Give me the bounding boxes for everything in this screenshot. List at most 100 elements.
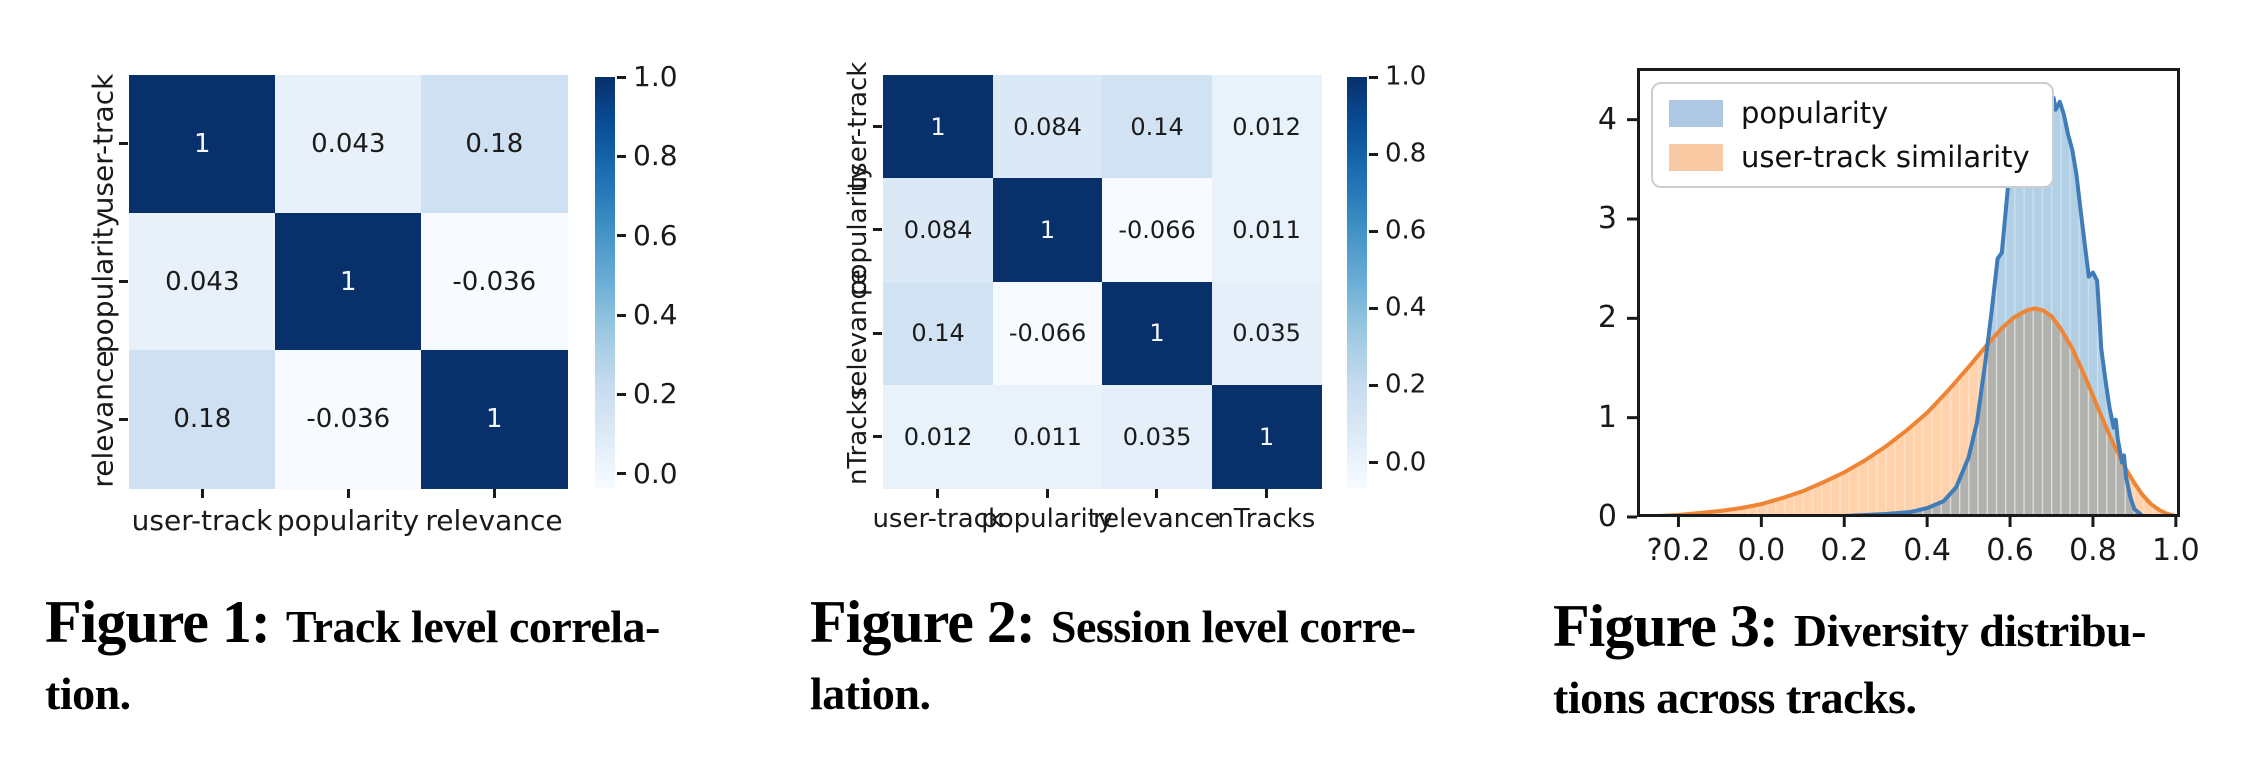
heatmap-cell: 0.011	[1211, 178, 1322, 283]
heatmap-cell: 0.012	[883, 384, 994, 489]
colorbar-tick-label: 0.4	[633, 297, 678, 331]
x-tick-label: 0.4	[1903, 533, 1951, 568]
colorbar-tick	[1369, 383, 1378, 387]
colorbar-tick-label: 0.0	[633, 456, 678, 490]
heatmap-grid: 1 0.043 0.18 0.043 1 -0.036 0.18 -0.036 1	[129, 75, 568, 489]
x-tick-label: relevance	[1093, 504, 1221, 534]
popularity-hist-stripes	[1794, 89, 2151, 517]
caption-text: Session level corre-	[1050, 601, 1416, 652]
y-tick-label: user-track	[86, 73, 120, 215]
x-tick-label: 0.2	[1820, 533, 1869, 568]
legend-label: user-track similarity	[1741, 140, 2030, 174]
figure-1-caption: Figure 1: Track level correla- tion.	[45, 588, 785, 720]
heatmap-cell: 0.035	[1102, 384, 1213, 489]
heatmap-cell-value: 1	[1149, 319, 1165, 348]
heatmap-cell-value: -0.066	[1118, 216, 1196, 245]
heatmap-cell: 1	[992, 178, 1103, 283]
colorbar-tick-label: 0.2	[1385, 369, 1427, 400]
colorbar-tick-label: 0.6	[633, 218, 678, 252]
caption-line: Figure 2: Session level corre-	[810, 588, 1550, 657]
colorbar-tick-label: 0.6	[1385, 215, 1427, 246]
y-axis-tick	[119, 142, 128, 146]
x-tick-label: ?0.2	[1646, 533, 1711, 568]
heatmap-cell-value: 1	[1258, 422, 1275, 451]
colorbar	[595, 77, 615, 488]
figure-3-caption: Figure 3: Diversity distribu- tions acros…	[1553, 592, 2250, 724]
y-axis-tick	[873, 434, 882, 438]
x-tick-label: relevance	[425, 504, 563, 537]
y-tick-label: 0	[1597, 498, 1617, 534]
heatmap-cell-value: 1	[194, 129, 211, 160]
heatmap-cell-value: -0.036	[306, 404, 391, 435]
heatmap-cell-value: 0.012	[1232, 112, 1301, 141]
heatmap-cell: 1	[129, 75, 276, 214]
heatmap-cell: 1	[883, 75, 994, 179]
y-tick-label: 1	[1597, 399, 1617, 435]
heatmap-cell-value: 0.043	[311, 129, 386, 160]
heatmap-cell-value: 1	[486, 404, 503, 435]
figure-3-label: Figure 3:	[1553, 593, 1779, 659]
colorbar-tick	[617, 392, 626, 396]
x-tick-label: 0.6	[1986, 533, 2034, 568]
user-track-similarity-legend-swatch	[1669, 143, 1723, 171]
distribution-plot	[1627, 68, 2180, 527]
y-tick-label: relevance	[843, 269, 873, 397]
colorbar-tick	[1369, 229, 1378, 233]
x-tick-label: user-track	[872, 504, 1004, 534]
y-axis-tick	[119, 417, 128, 421]
y-axis-tick	[873, 125, 882, 129]
legend-label: popularity	[1741, 96, 1889, 130]
x-tick-label: 1.0	[2151, 533, 2200, 568]
legend-item: user-track similarity	[1669, 140, 2030, 174]
heatmap-cell: 1	[1102, 281, 1213, 386]
heatmap-grid: 1 0.084 0.14 0.012 0.084 1 -0.066 0.011 0.14 -0.0…	[883, 75, 1322, 489]
colorbar-tick-label: 0.8	[633, 139, 678, 173]
heatmap-cell: 1	[1211, 384, 1322, 489]
heatmap-cell: 0.011	[992, 384, 1103, 489]
heatmap-cell: -0.036	[421, 212, 568, 351]
heatmap-cell-value: 0.035	[1122, 422, 1192, 451]
colorbar-tick	[1369, 75, 1378, 79]
y-tick-label: nTracks	[843, 387, 873, 486]
heatmap-cell: -0.066	[1102, 178, 1213, 283]
caption-text: tion.	[45, 668, 131, 719]
heatmap-cell: 0.18	[129, 350, 276, 489]
axes-box	[1637, 68, 2180, 517]
heatmap-cell: 0.012	[1211, 75, 1322, 179]
caption-line: Figure 1: Track level correla-	[45, 588, 785, 657]
legend: popularity user-track similarity	[1651, 82, 2054, 188]
heatmap-cell-value: 0.012	[903, 422, 973, 451]
colorbar-tick	[617, 313, 626, 317]
figure-1-label: Figure 1:	[45, 589, 271, 655]
x-axis-tick	[1045, 489, 1049, 498]
x-axis-tick	[492, 489, 496, 498]
heatmap-cell-value: 0.084	[1013, 112, 1082, 141]
legend-item: popularity	[1669, 96, 2030, 130]
x-axis-tick	[936, 489, 940, 498]
popularity-legend-swatch	[1669, 99, 1723, 127]
x-tick-label: nTracks	[1217, 504, 1316, 534]
colorbar-tick-label: 0.2	[633, 377, 678, 411]
colorbar-tick-label: 0.8	[1385, 138, 1427, 169]
x-axis-tick	[200, 489, 204, 498]
heatmap-cell-value: 0.043	[165, 266, 240, 297]
colorbar-tick	[1369, 152, 1378, 156]
x-axis-tick	[1264, 489, 1268, 498]
heatmap-cell: 0.043	[129, 212, 276, 351]
heatmap-cell: 0.14	[1102, 75, 1213, 179]
heatmap-cell: 0.043	[275, 75, 422, 214]
heatmap-cell-value: 0.035	[1232, 319, 1301, 348]
heatmap-cell-value: 0.084	[903, 216, 973, 245]
heatmap-cell: 1	[421, 350, 568, 489]
heatmap-cell: 1	[275, 212, 422, 351]
y-axis-tick	[873, 228, 882, 232]
y-axis-tick	[119, 280, 128, 283]
x-axis-tick	[1155, 489, 1159, 498]
colorbar-tick	[1369, 306, 1378, 310]
figure-2-caption: Figure 2: Session level corre- lation.	[810, 588, 1550, 720]
caption-line: Figure 3: Diversity distribu-	[1553, 592, 2250, 661]
x-tick-label: 0.8	[2069, 533, 2117, 568]
heatmap-cell-value: 0.011	[1232, 216, 1301, 245]
colorbar-tick-label: 1.0	[1385, 61, 1427, 92]
colorbar-tick	[617, 234, 626, 238]
